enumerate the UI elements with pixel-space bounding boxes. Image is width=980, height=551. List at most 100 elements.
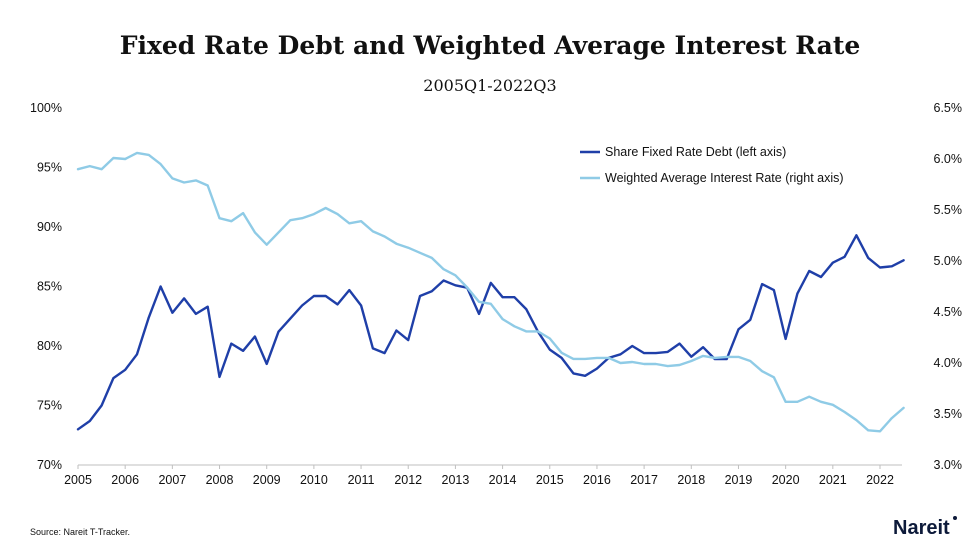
data-point-interest-rate (714, 357, 716, 359)
x-tick-label: 2022 (866, 473, 894, 487)
data-point-fixed-rate-share (525, 308, 528, 310)
data-point-fixed-rate-share (171, 311, 174, 314)
data-point-fixed-rate-share (643, 352, 645, 354)
left-tick-label: 70% (37, 458, 62, 472)
chart-subtitle: 2005Q1-2022Q3 (423, 76, 556, 95)
data-point-fixed-rate-share (831, 261, 834, 264)
chart-title: Fixed Rate Debt and Weighted Average Int… (120, 31, 861, 60)
data-point-interest-rate (725, 356, 728, 358)
data-point-interest-rate (784, 400, 787, 403)
data-point-fixed-rate-share (218, 376, 221, 378)
data-point-interest-rate (855, 419, 858, 421)
data-point-fixed-rate-share (725, 358, 728, 360)
data-point-interest-rate (796, 400, 799, 403)
data-point-fixed-rate-share (678, 342, 681, 345)
data-point-interest-rate (466, 286, 469, 289)
data-point-interest-rate (372, 230, 374, 233)
data-point-interest-rate (124, 158, 127, 160)
legend-label-fixed-rate: Share Fixed Rate Debt (left axis) (605, 145, 786, 159)
data-point-interest-rate (218, 217, 221, 220)
data-point-fixed-rate-share (242, 349, 245, 352)
data-point-interest-rate (442, 268, 445, 271)
data-point-interest-rate (230, 220, 233, 223)
data-point-interest-rate (136, 152, 138, 154)
data-point-interest-rate (890, 417, 893, 419)
data-point-fixed-rate-share (690, 355, 693, 358)
right-tick-label: 6.5% (934, 101, 963, 115)
data-point-fixed-rate-share (761, 283, 763, 285)
x-tick-label: 2015 (536, 473, 564, 487)
data-point-interest-rate (737, 356, 740, 358)
data-point-interest-rate (702, 355, 704, 357)
data-point-fixed-rate-share (737, 328, 740, 331)
data-point-interest-rate (206, 184, 209, 187)
data-point-interest-rate (902, 407, 905, 409)
data-point-interest-rate (501, 318, 504, 320)
data-point-fixed-rate-share (879, 266, 881, 269)
data-point-interest-rate (655, 363, 657, 365)
data-point-fixed-rate-share (773, 289, 775, 291)
data-point-interest-rate (383, 235, 386, 238)
data-point-interest-rate (761, 370, 763, 373)
left-tick-label: 80% (37, 339, 62, 353)
data-point-fixed-rate-share (631, 345, 634, 347)
data-point-fixed-rate-share (395, 329, 398, 332)
data-point-fixed-rate-share (195, 313, 197, 315)
data-point-fixed-rate-share (867, 257, 870, 259)
data-point-interest-rate (643, 363, 645, 365)
data-point-fixed-rate-share (584, 374, 586, 377)
x-tick-label: 2005 (64, 473, 92, 487)
x-tick-label: 2006 (111, 473, 139, 487)
data-point-fixed-rate-share (336, 303, 339, 306)
data-point-interest-rate (749, 360, 752, 362)
x-tick-label: 2020 (772, 473, 800, 487)
data-point-fixed-rate-share (348, 289, 351, 291)
x-tick-label: 2021 (819, 473, 847, 487)
series-line-fixed-rate-share (76, 234, 905, 431)
right-tick-label: 5.5% (934, 203, 963, 217)
data-point-fixed-rate-share (100, 404, 103, 407)
data-point-interest-rate (619, 362, 622, 364)
x-tick-label: 2014 (489, 473, 517, 487)
data-point-fixed-rate-share (112, 377, 115, 379)
right-tick-label: 4.5% (934, 305, 963, 319)
data-point-fixed-rate-share (183, 297, 186, 300)
legend-label-interest-rate: Weighted Average Interest Rate (right ax… (605, 171, 844, 185)
data-point-interest-rate (195, 179, 197, 182)
data-point-fixed-rate-share (265, 363, 268, 365)
right-tick-label: 3.0% (934, 458, 963, 472)
data-point-fixed-rate-share (808, 270, 811, 272)
right-tick-label: 4.0% (934, 356, 963, 370)
data-point-interest-rate (77, 168, 79, 171)
data-point-interest-rate (843, 411, 846, 413)
left-tick-label: 75% (37, 399, 62, 413)
right-axis: 3.0% 3.5% 4.0% 4.5% 5.0% 5.5% 6.0% 6.5% (934, 101, 963, 472)
x-tick-label: 2010 (300, 473, 328, 487)
data-point-interest-rate (336, 213, 339, 216)
data-point-interest-rate (537, 330, 539, 333)
data-point-fixed-rate-share (147, 316, 150, 319)
data-point-fixed-rate-share (596, 367, 598, 370)
left-tick-label: 95% (37, 161, 62, 175)
data-point-interest-rate (666, 365, 669, 367)
data-point-interest-rate (407, 246, 410, 249)
data-point-interest-rate (631, 361, 634, 363)
data-point-fixed-rate-share (254, 335, 256, 338)
data-point-interest-rate (678, 364, 681, 366)
data-point-interest-rate (183, 181, 186, 184)
data-point-fixed-rate-share (136, 353, 138, 356)
data-point-fixed-rate-share (277, 330, 280, 333)
data-point-fixed-rate-share (489, 282, 492, 284)
data-point-fixed-rate-share (796, 292, 799, 295)
data-point-interest-rate (242, 212, 245, 215)
data-point-interest-rate (254, 231, 256, 234)
data-point-interest-rate (395, 242, 398, 245)
data-point-fixed-rate-share (702, 346, 704, 349)
data-point-interest-rate (607, 357, 610, 359)
data-point-interest-rate (171, 177, 174, 180)
data-point-interest-rate (820, 400, 822, 403)
data-point-interest-rate (265, 243, 268, 246)
legend: Share Fixed Rate Debt (left axis) Weight… (580, 145, 844, 185)
right-tick-label: 3.5% (934, 407, 963, 421)
x-tick-label: 2012 (394, 473, 422, 487)
